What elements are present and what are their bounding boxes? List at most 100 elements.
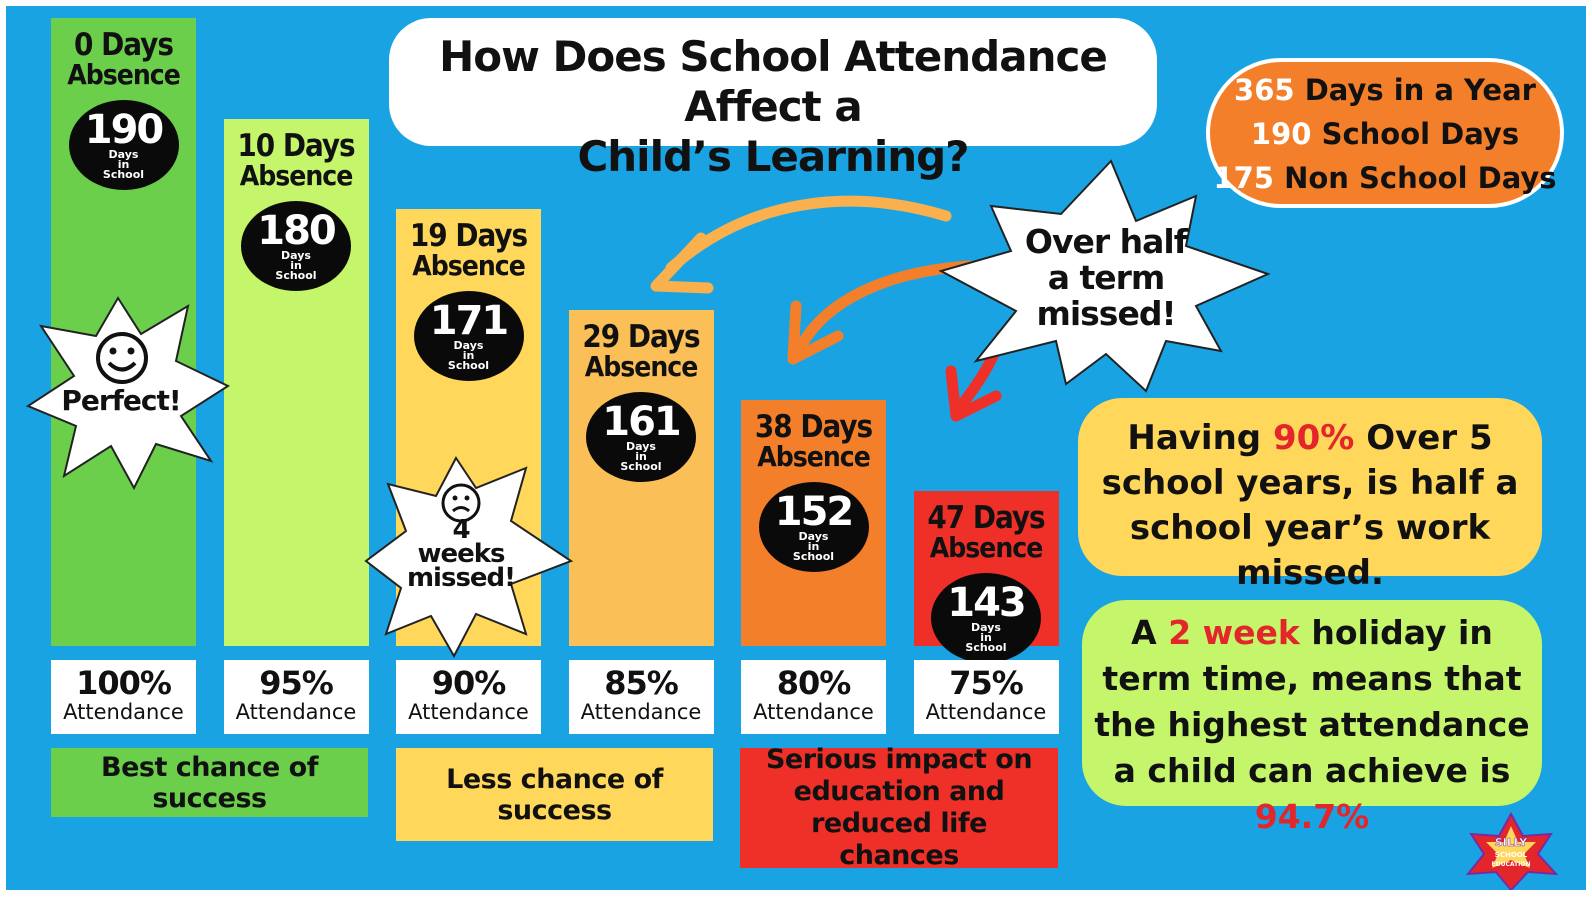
school-days-label: School Days xyxy=(1321,117,1520,151)
band-serious-impact: Serious impact on education and reduced … xyxy=(740,744,1058,871)
school-days-value: 143 xyxy=(947,579,1027,626)
absence-label: 19 Days Absence xyxy=(396,221,541,281)
absence-days-text: 0 Days xyxy=(74,27,174,63)
over-half-starburst xyxy=(938,159,1271,393)
over-half-line-2: a term xyxy=(1047,258,1166,297)
attendance-tick-label: 85% Attendance xyxy=(568,660,714,734)
absence-days-text: 10 Days xyxy=(237,127,355,164)
year-facts-pill: 365 Days in a Year 190 School Days 175 N… xyxy=(1206,58,1564,208)
over-half-line-3: missed! xyxy=(1036,294,1176,333)
title-line-1: How Does School Attendance Affect a xyxy=(439,32,1108,131)
note-holiday-pre: A xyxy=(1131,613,1169,652)
infographic: How Does School Attendance Affect a Chil… xyxy=(6,6,1586,890)
arrow-to-80-head xyxy=(787,300,844,365)
absence-sub-text: Absence xyxy=(412,249,526,283)
sad-face-icon xyxy=(441,483,481,523)
attendance-tick-label: 100% Attendance xyxy=(51,660,196,734)
bar-80-attendance: 38 Days Absence 152 Days in School xyxy=(741,400,886,646)
badge-caption-line: Days xyxy=(971,620,1001,634)
attendance-word: Attendance xyxy=(235,700,357,724)
band-less-chance: Less chance of success xyxy=(396,748,713,841)
school-days-badge: 152 Days in School xyxy=(758,482,869,573)
note-ninety-post: Over 5 school years, is half a school ye… xyxy=(1101,418,1519,593)
school-days-badge: 161 Days in School xyxy=(586,391,696,482)
absence-sub-text: Absence xyxy=(757,440,871,474)
badge-caption-line: Days xyxy=(108,148,139,161)
badge-caption-line: School xyxy=(102,168,145,181)
absence-sub-text: Absence xyxy=(929,530,1044,564)
school-days-value: 180 xyxy=(257,207,337,254)
absence-label: 38 Days Absence xyxy=(741,412,886,472)
attendance-percent: 95% xyxy=(259,664,334,702)
note-holiday-post: holiday in term time, means that the hig… xyxy=(1094,613,1530,790)
bar-95-attendance: 10 Days Absence 180 Days in School xyxy=(223,118,369,646)
badge-caption-line: School xyxy=(792,550,835,564)
attendance-word: Attendance xyxy=(925,700,1047,724)
absence-days-text: 47 Days xyxy=(927,499,1045,536)
page-title: How Does School Attendance Affect a Chil… xyxy=(389,18,1157,181)
school-days-value: 161 xyxy=(602,398,682,445)
attendance-percent: 85% xyxy=(604,664,679,702)
attendance-percent: 100% xyxy=(76,664,172,702)
badge-caption-line: in xyxy=(635,449,647,463)
note-ninety-pre: Having xyxy=(1127,418,1273,458)
school-days-badge: 143 Days in School xyxy=(931,572,1041,663)
absence-sub-text: Absence xyxy=(67,58,181,91)
bar-75-attendance: 47 Days Absence 143 Days in School xyxy=(913,490,1059,663)
attendance-tick-label: 90% Attendance xyxy=(396,660,541,734)
school-days-badge: 190 Days in School xyxy=(68,100,179,190)
days-in-year-label: Days in a Year xyxy=(1304,73,1536,107)
year-facts-row-1: 365 Days in a Year xyxy=(1210,68,1560,112)
badge-caption-line: Days xyxy=(798,530,829,544)
absence-label: 10 Days Absence xyxy=(224,127,369,191)
four-weeks-starburst xyxy=(364,456,574,659)
year-facts-row-2: 190 School Days xyxy=(1210,112,1560,156)
band-serious-impact-text: Serious impact on education and reduced … xyxy=(765,744,1033,871)
attendance-word: Attendance xyxy=(408,700,529,724)
badge-caption-line: School xyxy=(275,268,317,282)
four-weeks-line-1: 4 xyxy=(452,515,470,545)
arrow-to-85-head xyxy=(650,232,714,294)
attendance-word: Attendance xyxy=(753,700,874,724)
annotation-overlay: SILLY SCHOOL EDUCATION xyxy=(25,159,1559,890)
badge-caption-line: in xyxy=(807,540,820,554)
band-best-chance-text: Best chance of success xyxy=(101,751,318,814)
badge-caption-line: in xyxy=(462,349,475,363)
smiley-face-icon xyxy=(96,332,148,384)
badge-caption-line: School xyxy=(620,459,662,473)
school-days-value: 152 xyxy=(774,489,855,536)
absence-label: 29 Days Absence xyxy=(569,321,714,383)
four-weeks-label: 4 weeks missed! xyxy=(401,515,521,593)
band-best-chance: Best chance of success xyxy=(51,748,368,817)
badge-caption-line: in xyxy=(290,258,302,272)
four-weeks-line-3: missed! xyxy=(406,563,516,593)
logo-line-3: EDUCATION xyxy=(1492,861,1531,868)
attendance-percent: 75% xyxy=(949,664,1024,702)
badge-caption-line: School xyxy=(965,640,1007,654)
attendance-tick-label: 95% Attendance xyxy=(223,660,369,734)
note-ninety-highlight: 90% xyxy=(1272,418,1355,458)
note-holiday-highlight: 2 week xyxy=(1168,613,1300,652)
school-days-value: 190 xyxy=(84,107,165,153)
logo-line-2: SCHOOL xyxy=(1495,851,1528,859)
title-line-2: Child’s Learning? xyxy=(577,132,969,181)
badge-caption-line: in xyxy=(117,158,130,171)
badge-caption-line: School xyxy=(447,359,490,373)
attendance-tick-label: 80% Attendance xyxy=(741,660,886,734)
school-days-badge: 171 Days in School xyxy=(413,291,524,382)
four-weeks-line-2: weeks xyxy=(417,539,505,569)
arrow-to-85 xyxy=(665,195,952,274)
perfect-starburst xyxy=(25,296,231,491)
absence-label: 47 Days Absence xyxy=(914,499,1059,564)
school-days-badge: 180 Days in School xyxy=(241,200,351,291)
bar-85-attendance: 29 Days Absence 161 Days in School xyxy=(568,309,714,646)
arrow-to-75-head xyxy=(945,365,1002,422)
note-two-week-holiday: A 2 week holiday in term time, means tha… xyxy=(1082,600,1542,836)
note-holiday-highlight-2: 94.7% xyxy=(1254,797,1370,836)
band-less-chance-text: Less chance of success xyxy=(446,763,663,826)
attendance-percent: 90% xyxy=(431,664,507,702)
attendance-word: Attendance xyxy=(63,700,184,724)
non-school-days-label: Non School Days xyxy=(1284,161,1557,195)
absence-sub-text: Absence xyxy=(584,349,699,383)
badge-caption-line: Days xyxy=(626,439,656,453)
